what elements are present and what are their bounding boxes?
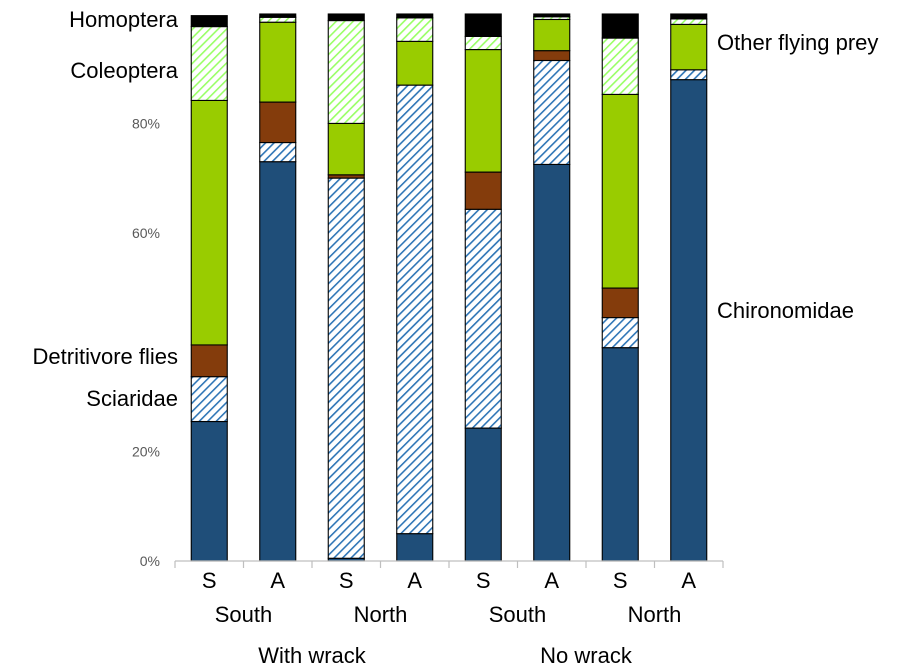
bar-segment-other-flying-prey: [327, 122, 365, 176]
x-axis: [174, 560, 724, 568]
bar-segment-homoptera: [533, 13, 571, 18]
category-label: S: [613, 568, 628, 593]
bar-segment-homoptera: [259, 13, 297, 18]
bar-segment-homoptera: [670, 13, 708, 20]
y-axis-tick-labels: 0% 20% 60% 80%: [132, 115, 160, 569]
bars-layer: [190, 13, 708, 562]
bar-segment-chironomidae: [396, 533, 434, 562]
bar-segment-detritivore-flies: [190, 344, 228, 378]
bar-segment-sciaridae: [259, 141, 297, 163]
y-tick-label: 80%: [132, 115, 160, 131]
bar-segment-other-flying-prey: [396, 40, 434, 86]
y-tick-label: 60%: [132, 225, 160, 241]
bar-segment-sciaridae: [464, 208, 502, 429]
bar-segment-coleoptera: [190, 26, 228, 101]
bar-segment-coleoptera: [601, 37, 639, 95]
group-label: South: [489, 602, 547, 627]
bar-segment-coleoptera: [259, 16, 297, 23]
bar-segment-sciaridae: [327, 177, 365, 559]
bar-segment-coleoptera: [670, 18, 708, 25]
bar-segment-chironomidae: [259, 161, 297, 562]
series-label-coleoptera: Coleoptera: [70, 58, 178, 83]
bar-segment-other-flying-prey: [533, 18, 571, 52]
bar-segment-homoptera: [601, 13, 639, 39]
category-label: A: [544, 568, 559, 593]
bar-segment-homoptera: [396, 13, 434, 19]
bar-segment-coleoptera: [327, 20, 365, 124]
bar-segment-chironomidae: [533, 163, 571, 562]
bar-segment-other-flying-prey: [464, 49, 502, 173]
bar-segment-coleoptera: [396, 17, 434, 42]
bar-segment-chironomidae: [464, 427, 502, 562]
bar-segment-sciaridae: [601, 317, 639, 349]
bar-segment-detritivore-flies: [464, 171, 502, 210]
category-label: A: [270, 568, 285, 593]
bar-segment-coleoptera: [464, 35, 502, 51]
bar-segment-sciaridae: [396, 84, 434, 535]
series-label-chironomidae: Chironomidae: [717, 298, 854, 323]
supergroup-label: With wrack: [258, 643, 367, 668]
bar-segment-detritivore-flies: [533, 50, 571, 62]
bar-segment-homoptera: [190, 15, 228, 28]
bar-segment-detritivore-flies: [259, 101, 297, 144]
bar-segment-homoptera: [464, 13, 502, 37]
category-label: S: [476, 568, 491, 593]
bar-segment-detritivore-flies: [601, 287, 639, 319]
bar-segment-homoptera: [327, 13, 365, 22]
bar-segment-sciaridae: [190, 376, 228, 423]
bar-segment-chironomidae: [190, 420, 228, 562]
bar-segment-other-flying-prey: [601, 93, 639, 289]
supergroup-label: No wrack: [540, 643, 633, 668]
group-label: South: [215, 602, 273, 627]
series-label-detritivore-flies: Detritivore flies: [33, 344, 178, 369]
bar-segment-other-flying-prey: [190, 99, 228, 346]
group-label: North: [354, 602, 408, 627]
category-label: A: [681, 568, 696, 593]
bar-segment-other-flying-prey: [670, 23, 708, 71]
category-label: A: [407, 568, 422, 593]
y-tick-label: 20%: [132, 444, 160, 460]
bar-segment-sciaridae: [533, 59, 571, 165]
series-labels: Sciaridae Detritivore flies Coleoptera Homo…: [33, 7, 879, 411]
series-label-sciaridae: Sciaridae: [86, 386, 178, 411]
bar-segment-chironomidae: [601, 347, 639, 562]
category-label: S: [202, 568, 217, 593]
category-labels: S A S A S A S A South North South North With wrack No…: [202, 568, 697, 668]
bar-segment-other-flying-prey: [259, 21, 297, 103]
series-label-other-flying-prey: Other flying prey: [717, 30, 878, 55]
y-tick-label: 0%: [140, 553, 160, 569]
series-label-homoptera: Homoptera: [69, 7, 179, 32]
bar-segment-sciaridae: [670, 69, 708, 81]
bar-segment-chironomidae: [670, 79, 708, 562]
group-label: North: [628, 602, 682, 627]
category-label: S: [339, 568, 354, 593]
